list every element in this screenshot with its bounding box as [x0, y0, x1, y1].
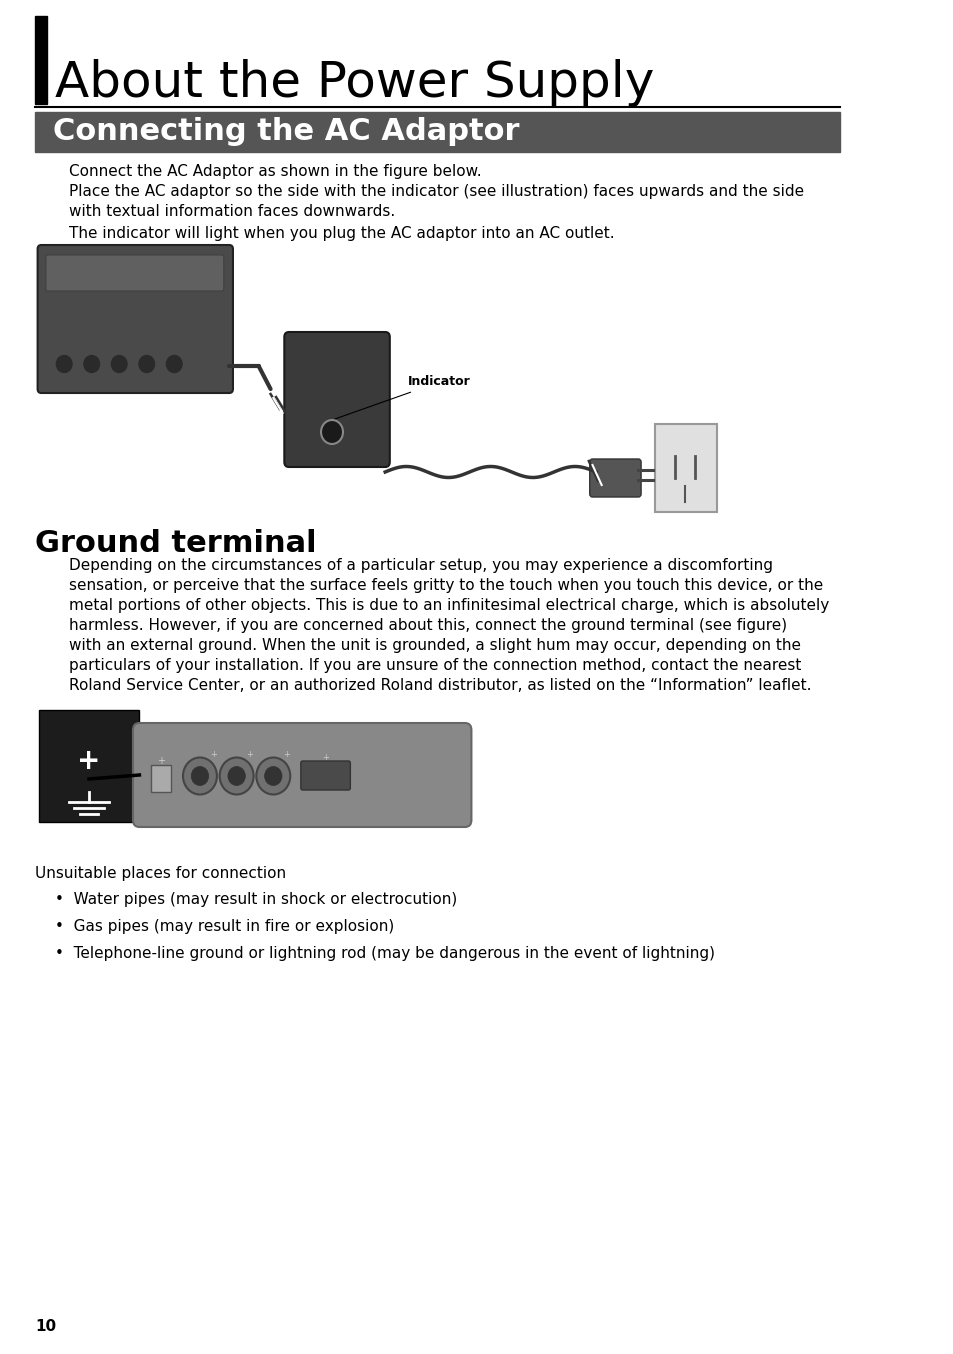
Text: Unsuitable places for connection: Unsuitable places for connection	[35, 867, 286, 881]
Text: About the Power Supply: About the Power Supply	[55, 60, 654, 107]
Circle shape	[166, 356, 182, 372]
Text: +: +	[210, 750, 216, 760]
Bar	[35, 112, 840, 152]
FancyBboxPatch shape	[284, 332, 390, 467]
Text: Connect the AC Adaptor as shown in the figure below.: Connect the AC Adaptor as shown in the f…	[69, 164, 481, 179]
Text: 10: 10	[35, 1319, 56, 1334]
Text: +: +	[77, 747, 101, 774]
Text: •  Telephone-line ground or lightning rod (may be dangerous in the event of ligh: • Telephone-line ground or lightning rod…	[55, 946, 715, 961]
Circle shape	[139, 356, 154, 372]
Circle shape	[183, 757, 216, 795]
Bar	[152, 765, 171, 792]
FancyBboxPatch shape	[589, 459, 640, 497]
Circle shape	[191, 766, 209, 785]
Text: Place the AC adaptor so the side with the indicator (see illustration) faces upw: Place the AC adaptor so the side with th…	[69, 184, 803, 219]
FancyBboxPatch shape	[132, 723, 471, 827]
Circle shape	[256, 757, 290, 795]
Circle shape	[264, 766, 282, 785]
Bar	[35, 16, 47, 104]
Text: Ground terminal: Ground terminal	[35, 529, 316, 558]
FancyBboxPatch shape	[46, 255, 224, 291]
Circle shape	[56, 356, 71, 372]
Circle shape	[320, 420, 343, 444]
Text: +: +	[246, 750, 253, 760]
Text: •  Gas pipes (may result in fire or explosion): • Gas pipes (may result in fire or explo…	[55, 919, 394, 934]
Circle shape	[84, 356, 99, 372]
Text: •  Water pipes (may result in shock or electrocution): • Water pipes (may result in shock or el…	[55, 892, 456, 907]
Text: Connecting the AC Adaptor: Connecting the AC Adaptor	[53, 118, 519, 146]
Text: Depending on the circumstances of a particular setup, you may experience a disco: Depending on the circumstances of a part…	[69, 558, 828, 693]
Text: +: +	[283, 750, 290, 760]
Bar	[38, 709, 139, 822]
FancyBboxPatch shape	[37, 245, 233, 393]
Text: +: +	[322, 753, 329, 762]
Text: +: +	[157, 756, 165, 766]
FancyBboxPatch shape	[300, 761, 350, 789]
Bar	[654, 424, 717, 512]
Text: Indicator: Indicator	[335, 375, 471, 420]
Circle shape	[112, 356, 127, 372]
Text: The indicator will light when you plug the AC adaptor into an AC outlet.: The indicator will light when you plug t…	[69, 226, 614, 241]
Circle shape	[228, 766, 245, 785]
Circle shape	[219, 757, 253, 795]
